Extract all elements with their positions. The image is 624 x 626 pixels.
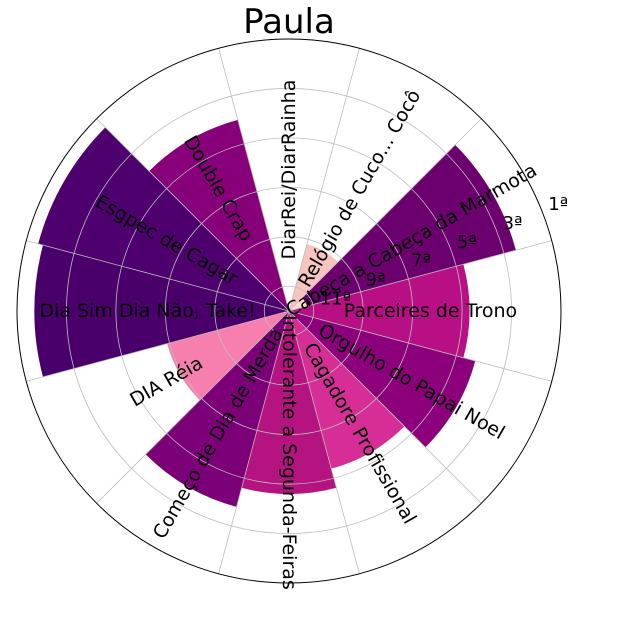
grid-layer [16, 38, 562, 584]
bar-4 [241, 311, 337, 494]
bar-8 [38, 127, 290, 311]
bar-1 [289, 264, 470, 358]
bars-layer [34, 119, 516, 507]
bar-center [289, 297, 307, 311]
grid-spoke-7 [26, 240, 290, 312]
chart-title: Paula [243, 2, 335, 42]
radial-tick-label: 1ª [548, 194, 568, 215]
grid-spoke-4 [218, 310, 290, 574]
grid-spoke-0 [288, 240, 552, 312]
radial-tick-label: 9ª [366, 270, 386, 291]
grid-spoke-5 [96, 310, 290, 504]
bar-0 [289, 144, 516, 311]
grid-circle-2 [164, 186, 414, 436]
grid-spoke-9 [218, 48, 290, 312]
grid-spoke-11 [288, 118, 482, 312]
grid-spoke-10 [288, 48, 360, 312]
radial-tick-labels: 11ª 9ª 7ª 5ª 3ª 1ª [320, 194, 568, 310]
category-label: Dia Sim Dia Não, Take! [39, 300, 255, 322]
bar-11 [289, 244, 338, 311]
outer-circle [16, 38, 562, 584]
grid-spoke-8 [96, 118, 290, 312]
bar-7 [34, 245, 290, 377]
category-label: Intolerante a Segunda-Feiras [278, 315, 300, 590]
bar-3 [289, 311, 405, 469]
grid-circle-3 [115, 137, 463, 485]
grid-circle-4 [66, 88, 512, 534]
grid-circle-1 [214, 236, 364, 386]
grid-spoke-3 [288, 310, 360, 574]
bar-9 [149, 119, 289, 312]
radial-tick-label: 5ª [457, 232, 477, 253]
radial-tick-label: 7ª [411, 251, 431, 272]
grid-spoke-1 [288, 310, 552, 382]
category-label: Parceires de Trono [344, 300, 517, 322]
radial-tick-label: 3ª [503, 213, 523, 234]
category-label: DiarRei/DiarRainha [278, 80, 300, 260]
grid-spoke-2 [288, 310, 482, 504]
radial-tick-label: 11ª [320, 289, 351, 310]
grid-circle-0 [263, 285, 315, 337]
bar-5 [145, 311, 289, 507]
bar-6 [167, 311, 289, 401]
grid-spoke-6 [26, 310, 290, 382]
